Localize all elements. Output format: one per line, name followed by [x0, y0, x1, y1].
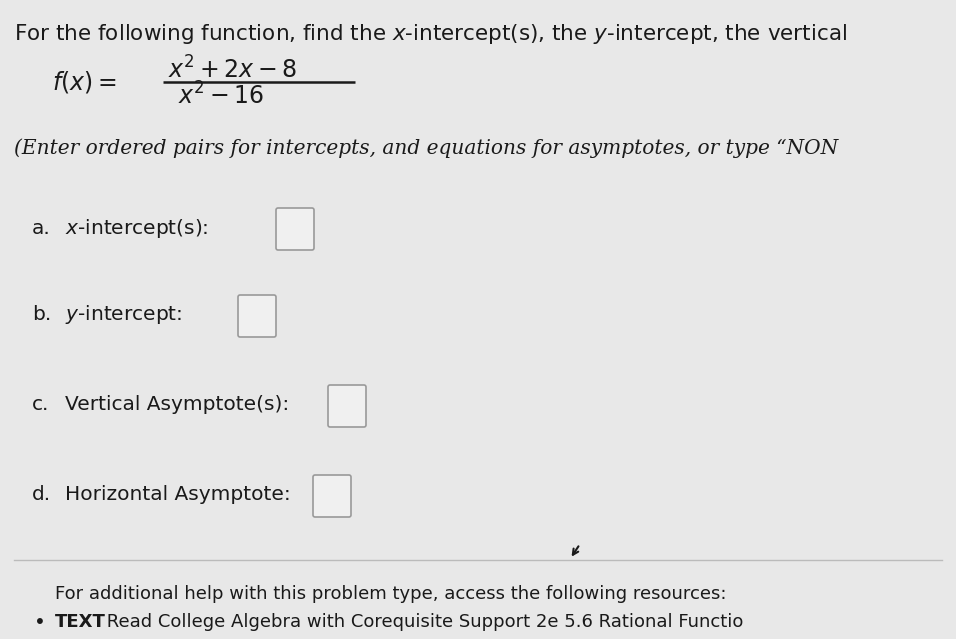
Text: For the following function, find the $x$-intercept(s), the $y$-intercept, the ve: For the following function, find the $x$… — [14, 22, 847, 46]
Text: $y$-intercept:: $y$-intercept: — [65, 304, 183, 327]
Text: •: • — [34, 613, 46, 631]
Text: For additional help with this problem type, access the following resources:: For additional help with this problem ty… — [55, 585, 727, 603]
Text: (Enter ordered pairs for intercepts, and equations for asymptotes, or type “NON: (Enter ordered pairs for intercepts, and… — [14, 138, 838, 158]
Text: $f(x) =$: $f(x) =$ — [52, 69, 117, 95]
FancyBboxPatch shape — [276, 208, 314, 250]
FancyBboxPatch shape — [238, 295, 276, 337]
Text: $x^2 - 16$: $x^2 - 16$ — [178, 82, 265, 110]
Text: Vertical Asymptote(s):: Vertical Asymptote(s): — [65, 396, 290, 415]
Text: $x^2 + 2x - 8$: $x^2 + 2x - 8$ — [168, 56, 297, 84]
Text: d.: d. — [32, 486, 51, 505]
FancyBboxPatch shape — [328, 385, 366, 427]
Text: Read College Algebra with Corequisite Support 2e 5.6 Rational Functio: Read College Algebra with Corequisite Su… — [101, 613, 744, 631]
Text: c.: c. — [32, 396, 50, 415]
Text: a.: a. — [32, 219, 51, 238]
Text: b.: b. — [32, 305, 52, 325]
Text: TEXT: TEXT — [55, 613, 106, 631]
Text: Horizontal Asymptote:: Horizontal Asymptote: — [65, 486, 291, 505]
Text: $x$-intercept(s):: $x$-intercept(s): — [65, 217, 208, 240]
FancyBboxPatch shape — [313, 475, 351, 517]
